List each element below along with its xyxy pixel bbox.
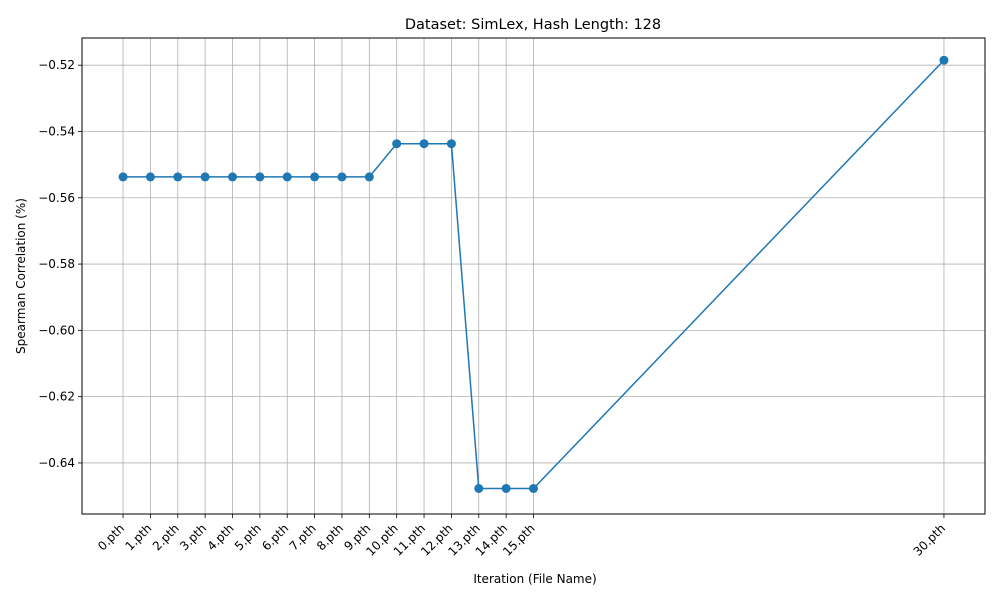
- data-point: [255, 172, 265, 182]
- data-point: [364, 172, 374, 182]
- y-axis-label: Spearman Correlation (%): [14, 198, 28, 354]
- data-point: [529, 483, 538, 493]
- data-point: [337, 172, 347, 182]
- y-tick-label: −0.64: [38, 456, 75, 470]
- data-point: [145, 172, 155, 182]
- y-tick-label: −0.62: [38, 390, 75, 404]
- series-line-group: [118, 55, 949, 493]
- data-point: [282, 172, 292, 182]
- data-point: [118, 172, 128, 182]
- y-tick-label: −0.58: [38, 257, 75, 271]
- y-tick-label: −0.56: [38, 191, 75, 205]
- data-point: [939, 55, 949, 65]
- data-point: [501, 483, 511, 493]
- x-axis-label: Iteration (File Name): [473, 572, 596, 586]
- data-point: [200, 172, 210, 182]
- grid: [82, 38, 985, 514]
- data-point: [474, 483, 484, 493]
- y-tick-label: −0.52: [38, 58, 75, 72]
- data-point: [310, 172, 320, 182]
- data-point: [392, 139, 402, 149]
- y-axis-ticks: −0.64 −0.62 −0.60 −0.58 −0.56 −0.54 −0.52: [38, 58, 82, 470]
- data-point: [173, 172, 183, 182]
- data-point: [228, 172, 237, 182]
- data-point: [419, 139, 429, 149]
- data-point: [446, 139, 456, 149]
- y-tick-label: −0.60: [38, 323, 75, 337]
- chart-title: Dataset: SimLex, Hash Length: 128: [405, 17, 661, 33]
- y-tick-label: −0.54: [38, 124, 75, 138]
